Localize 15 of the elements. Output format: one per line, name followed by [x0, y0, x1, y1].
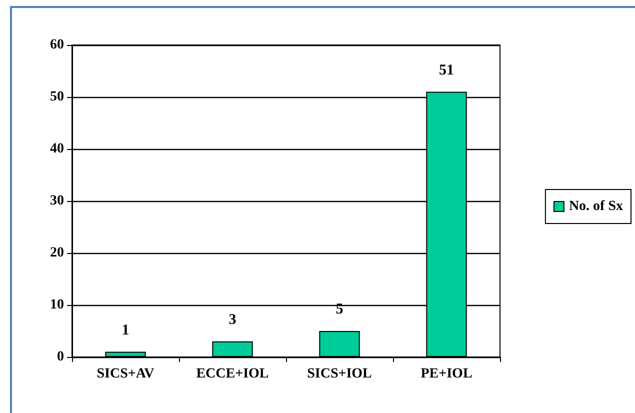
data-label: 1: [122, 322, 130, 338]
y-tick-label: 60: [50, 38, 64, 52]
y-tick-label: 50: [50, 90, 64, 104]
y-tick-label: 40: [50, 142, 64, 156]
data-label: 51: [439, 62, 454, 78]
x-tick-label: PE+IOL: [420, 366, 472, 382]
y-tick-label: 30: [50, 194, 64, 208]
legend-label: No. of Sx: [568, 199, 624, 214]
x-tick-label: ECCE+IOL: [196, 366, 269, 382]
data-label: 3: [228, 312, 236, 328]
x-tick-label: SICS+AV: [96, 366, 154, 382]
y-tick-label: 10: [50, 298, 64, 312]
y-tick-label: 20: [50, 246, 64, 260]
y-tick-label: 0: [57, 350, 64, 364]
x-tick-label: SICS+IOL: [307, 366, 372, 382]
